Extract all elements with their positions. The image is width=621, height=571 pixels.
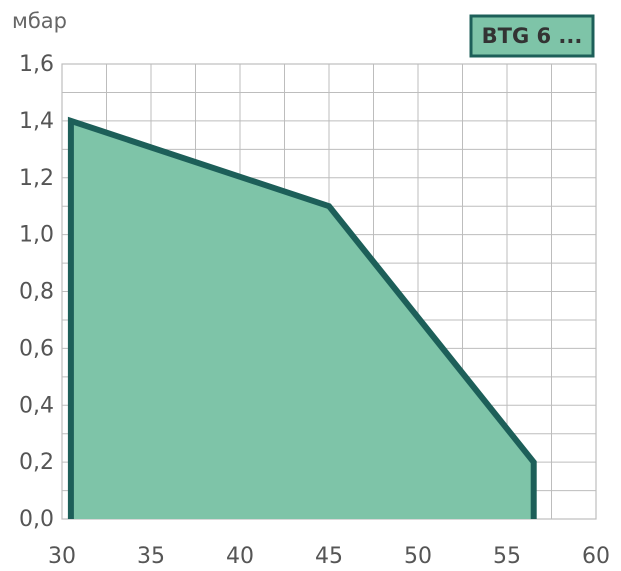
- y-tick-label: 0,8: [19, 280, 54, 305]
- area-outline-btg6: [67, 116, 537, 519]
- x-tick-label: 35: [137, 544, 165, 569]
- area-fill-btg6: [70, 120, 534, 519]
- area-layer: [67, 116, 537, 519]
- legend-box: [469, 14, 595, 58]
- x-tick-label: 30: [48, 544, 76, 569]
- y-tick-label: 1,2: [19, 166, 54, 191]
- y-tick-label: 1,6: [19, 52, 54, 77]
- y-tick-label: 0,2: [19, 450, 54, 475]
- x-tick-label: 55: [493, 544, 521, 569]
- x-tick-label: 40: [226, 544, 254, 569]
- y-tick-label: 1,4: [19, 109, 54, 134]
- y-tick-label: 0,6: [19, 336, 54, 361]
- y-tick-label: 0,0: [19, 507, 54, 532]
- y-axis-unit-label: мбар: [12, 9, 67, 33]
- x-tick-label: 45: [315, 544, 343, 569]
- y-tick-label: 0,4: [19, 393, 54, 418]
- legend: BTG 6 ...: [469, 14, 595, 58]
- legend-label: BTG 6 ...: [482, 24, 583, 48]
- x-tick-label: 50: [404, 544, 432, 569]
- y-tick-label: 1,0: [19, 223, 54, 248]
- tick-layer: 30 35 40 45 50 55 60 0,0 0,2 0,4 0,6 0,8 1,0 1,2 1,4 1,…: [19, 52, 610, 569]
- x-tick-label: 60: [582, 544, 610, 569]
